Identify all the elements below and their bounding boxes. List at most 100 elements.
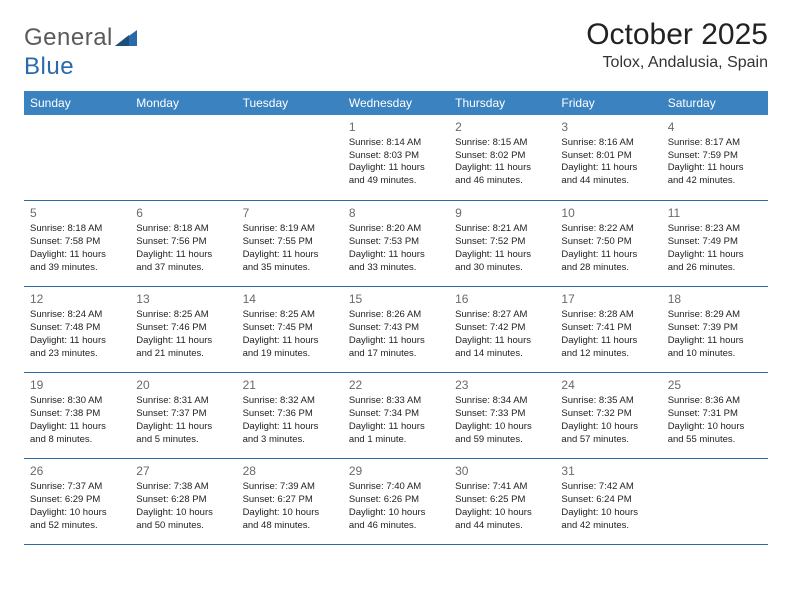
calendar-day-cell <box>662 459 768 545</box>
day-number: 18 <box>668 291 762 307</box>
sunset-text: Sunset: 6:24 PM <box>561 494 655 507</box>
daylight-text: Daylight: 10 hours and 57 minutes. <box>561 421 655 447</box>
day-number: 6 <box>136 205 230 221</box>
calendar-day-cell: 24Sunrise: 8:35 AMSunset: 7:32 PMDayligh… <box>555 373 661 459</box>
daylight-text: Daylight: 11 hours and 5 minutes. <box>136 421 230 447</box>
sunset-text: Sunset: 7:43 PM <box>349 322 443 335</box>
day-number: 7 <box>243 205 337 221</box>
sunrise-text: Sunrise: 8:27 AM <box>455 309 549 322</box>
calendar-day-cell: 21Sunrise: 8:32 AMSunset: 7:36 PMDayligh… <box>237 373 343 459</box>
daylight-text: Daylight: 11 hours and 3 minutes. <box>243 421 337 447</box>
calendar-day-cell: 2Sunrise: 8:15 AMSunset: 8:02 PMDaylight… <box>449 115 555 201</box>
weekday-header: Tuesday <box>237 91 343 115</box>
calendar-day-cell <box>237 115 343 201</box>
sunset-text: Sunset: 7:55 PM <box>243 236 337 249</box>
sunset-text: Sunset: 7:59 PM <box>668 150 762 163</box>
calendar-day-cell: 3Sunrise: 8:16 AMSunset: 8:01 PMDaylight… <box>555 115 661 201</box>
sunset-text: Sunset: 7:31 PM <box>668 408 762 421</box>
daylight-text: Daylight: 11 hours and 44 minutes. <box>561 162 655 188</box>
sunrise-text: Sunrise: 8:34 AM <box>455 395 549 408</box>
calendar-week-row: 26Sunrise: 7:37 AMSunset: 6:29 PMDayligh… <box>24 459 768 545</box>
sunrise-text: Sunrise: 7:42 AM <box>561 481 655 494</box>
sunset-text: Sunset: 7:45 PM <box>243 322 337 335</box>
day-number: 16 <box>455 291 549 307</box>
sunrise-text: Sunrise: 7:41 AM <box>455 481 549 494</box>
daylight-text: Daylight: 11 hours and 42 minutes. <box>668 162 762 188</box>
calendar-day-cell: 20Sunrise: 8:31 AMSunset: 7:37 PMDayligh… <box>130 373 236 459</box>
daylight-text: Daylight: 11 hours and 33 minutes. <box>349 249 443 275</box>
sunrise-text: Sunrise: 8:33 AM <box>349 395 443 408</box>
sunrise-text: Sunrise: 8:15 AM <box>455 137 549 150</box>
calendar-day-cell: 12Sunrise: 8:24 AMSunset: 7:48 PMDayligh… <box>24 287 130 373</box>
calendar-header-row: SundayMondayTuesdayWednesdayThursdayFrid… <box>24 91 768 115</box>
sunset-text: Sunset: 7:49 PM <box>668 236 762 249</box>
sunrise-text: Sunrise: 8:18 AM <box>136 223 230 236</box>
sunrise-text: Sunrise: 8:28 AM <box>561 309 655 322</box>
month-title: October 2025 <box>586 18 768 52</box>
day-number: 25 <box>668 377 762 393</box>
calendar-day-cell: 13Sunrise: 8:25 AMSunset: 7:46 PMDayligh… <box>130 287 236 373</box>
sunset-text: Sunset: 6:26 PM <box>349 494 443 507</box>
sunset-text: Sunset: 6:25 PM <box>455 494 549 507</box>
day-number: 27 <box>136 463 230 479</box>
calendar-day-cell: 15Sunrise: 8:26 AMSunset: 7:43 PMDayligh… <box>343 287 449 373</box>
daylight-text: Daylight: 11 hours and 35 minutes. <box>243 249 337 275</box>
calendar-day-cell: 23Sunrise: 8:34 AMSunset: 7:33 PMDayligh… <box>449 373 555 459</box>
daylight-text: Daylight: 11 hours and 10 minutes. <box>668 335 762 361</box>
calendar-day-cell: 7 Sunrise: 8:19 AMSunset: 7:55 PMDaylight… <box>237 201 343 287</box>
daylight-text: Daylight: 11 hours and 28 minutes. <box>561 249 655 275</box>
weekday-header: Thursday <box>449 91 555 115</box>
daylight-text: Daylight: 10 hours and 46 minutes. <box>349 507 443 533</box>
sunset-text: Sunset: 8:03 PM <box>349 150 443 163</box>
sunrise-text: Sunrise: 8:18 AM <box>30 223 124 236</box>
calendar-week-row: 12Sunrise: 8:24 AMSunset: 7:48 PMDayligh… <box>24 287 768 373</box>
day-number: 24 <box>561 377 655 393</box>
sunrise-text: Sunrise: 8:20 AM <box>349 223 443 236</box>
daylight-text: Daylight: 11 hours and 21 minutes. <box>136 335 230 361</box>
sunrise-text: Sunrise: 8:14 AM <box>349 137 443 150</box>
calendar-day-cell: 28Sunrise: 7:39 AMSunset: 6:27 PMDayligh… <box>237 459 343 545</box>
sunset-text: Sunset: 7:33 PM <box>455 408 549 421</box>
daylight-text: Daylight: 10 hours and 52 minutes. <box>30 507 124 533</box>
day-number: 28 <box>243 463 337 479</box>
day-number: 29 <box>349 463 443 479</box>
sunrise-text: Sunrise: 8:25 AM <box>243 309 337 322</box>
sunset-text: Sunset: 7:34 PM <box>349 408 443 421</box>
day-number: 8 <box>349 205 443 221</box>
sunrise-text: Sunrise: 8:19 AM <box>243 223 337 236</box>
sunrise-text: Sunrise: 8:25 AM <box>136 309 230 322</box>
weekday-header: Wednesday <box>343 91 449 115</box>
sunrise-text: Sunrise: 8:29 AM <box>668 309 762 322</box>
calendar-day-cell: 16Sunrise: 8:27 AMSunset: 7:42 PMDayligh… <box>449 287 555 373</box>
brand-name: GeneralBlue <box>24 24 137 81</box>
calendar-day-cell: 29Sunrise: 7:40 AMSunset: 6:26 PMDayligh… <box>343 459 449 545</box>
sunset-text: Sunset: 7:38 PM <box>30 408 124 421</box>
location-label: Tolox, Andalusia, Spain <box>586 54 768 72</box>
day-number: 31 <box>561 463 655 479</box>
sunset-text: Sunset: 6:28 PM <box>136 494 230 507</box>
calendar-day-cell <box>24 115 130 201</box>
sunrise-text: Sunrise: 8:16 AM <box>561 137 655 150</box>
weekday-header: Saturday <box>662 91 768 115</box>
daylight-text: Daylight: 10 hours and 42 minutes. <box>561 507 655 533</box>
day-number: 14 <box>243 291 337 307</box>
day-number: 15 <box>349 291 443 307</box>
sunrise-text: Sunrise: 8:32 AM <box>243 395 337 408</box>
logo-sail-icon <box>115 25 137 53</box>
day-number: 9 <box>455 205 549 221</box>
calendar-day-cell: 1Sunrise: 8:14 AMSunset: 8:03 PMDaylight… <box>343 115 449 201</box>
calendar-day-cell: 4Sunrise: 8:17 AMSunset: 7:59 PMDaylight… <box>662 115 768 201</box>
brand-logo: GeneralBlue <box>24 18 137 81</box>
day-number: 1 <box>349 119 443 135</box>
sunrise-text: Sunrise: 8:31 AM <box>136 395 230 408</box>
day-number: 22 <box>349 377 443 393</box>
calendar-day-cell: 8Sunrise: 8:20 AMSunset: 7:53 PMDaylight… <box>343 201 449 287</box>
day-number: 4 <box>668 119 762 135</box>
calendar-table: SundayMondayTuesdayWednesdayThursdayFrid… <box>24 91 768 546</box>
calendar-day-cell: 30Sunrise: 7:41 AMSunset: 6:25 PMDayligh… <box>449 459 555 545</box>
title-block: October 2025 Tolox, Andalusia, Spain <box>586 18 768 72</box>
sunrise-text: Sunrise: 8:26 AM <box>349 309 443 322</box>
calendar-week-row: 19Sunrise: 8:30 AMSunset: 7:38 PMDayligh… <box>24 373 768 459</box>
sunset-text: Sunset: 7:58 PM <box>30 236 124 249</box>
weekday-header: Monday <box>130 91 236 115</box>
